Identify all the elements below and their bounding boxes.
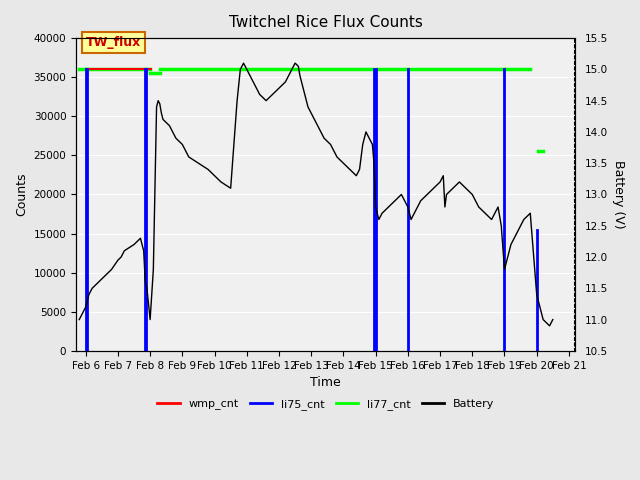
Bar — [76, 38, 575, 351]
X-axis label: Time: Time — [310, 376, 341, 389]
Y-axis label: Counts: Counts — [15, 173, 28, 216]
Y-axis label: Battery (V): Battery (V) — [612, 160, 625, 229]
Title: Twitchel Rice Flux Counts: Twitchel Rice Flux Counts — [228, 15, 422, 30]
Text: TW_flux: TW_flux — [86, 36, 141, 49]
Legend: wmp_cnt, li75_cnt, li77_cnt, Battery: wmp_cnt, li75_cnt, li77_cnt, Battery — [153, 394, 499, 414]
